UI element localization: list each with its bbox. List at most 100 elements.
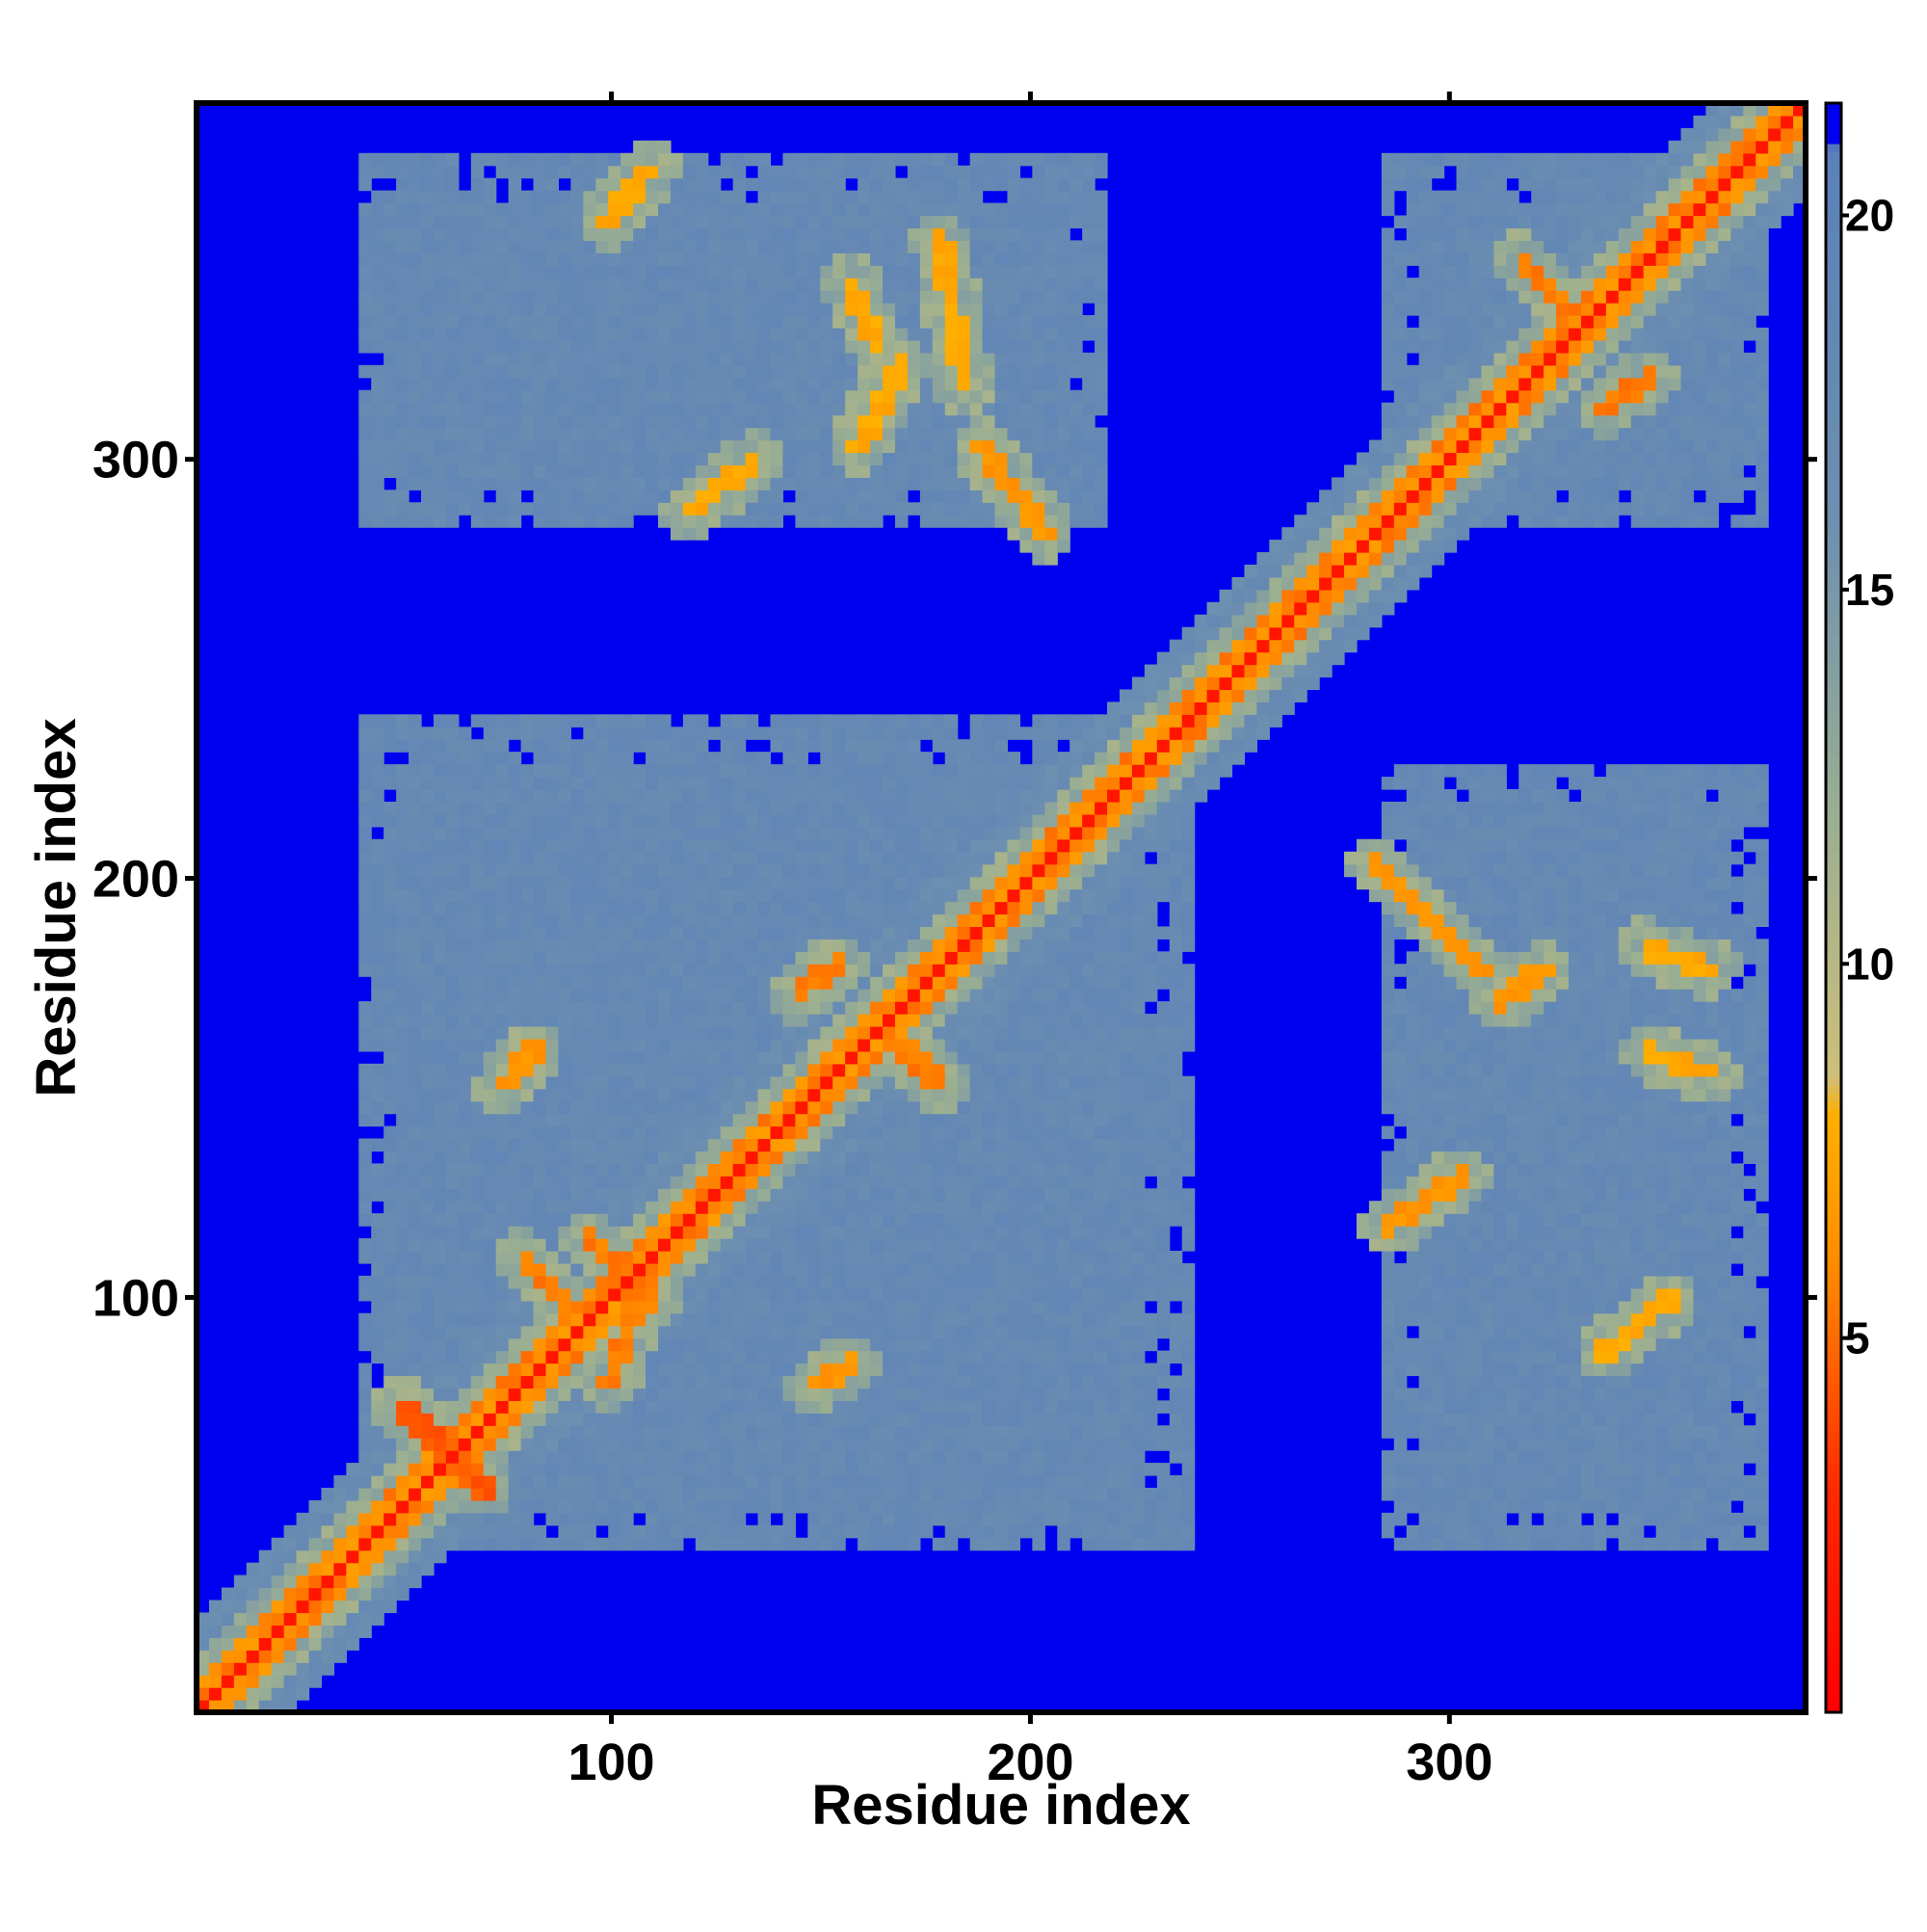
heatmap-cell — [757, 339, 772, 354]
heatmap-cell — [433, 964, 447, 977]
heatmap-cell — [732, 1499, 747, 1514]
heatmap-cell — [782, 1450, 796, 1464]
heatmap-cell — [308, 1562, 323, 1576]
heatmap-cell — [383, 1413, 397, 1426]
heatmap-cell — [870, 165, 884, 179]
heatmap-cell — [682, 464, 697, 478]
heatmap-cell — [807, 1337, 821, 1352]
heatmap-cell — [832, 339, 846, 354]
heatmap-cell — [445, 1038, 460, 1052]
heatmap-cell — [745, 888, 759, 903]
heatmap-cell — [782, 414, 796, 429]
heatmap-cell — [682, 1138, 697, 1152]
heatmap-cell — [371, 227, 384, 242]
heatmap-cell — [409, 1275, 422, 1289]
heatmap-cell — [957, 1226, 971, 1239]
heatmap-cell — [483, 1014, 497, 1027]
heatmap-cell — [682, 414, 697, 429]
heatmap-cell — [845, 515, 858, 528]
heatmap-cell — [396, 1350, 409, 1364]
heatmap-cell — [682, 439, 697, 454]
heatmap-cell — [894, 876, 909, 890]
heatmap-cell — [745, 789, 759, 803]
heatmap-cell — [957, 190, 971, 204]
heatmap-cell — [870, 515, 884, 528]
heatmap-cell — [820, 777, 833, 790]
heatmap-cell — [520, 1499, 535, 1514]
heatmap-cell — [470, 1475, 485, 1489]
heatmap-cell — [907, 1151, 921, 1164]
heatmap-cell — [495, 1499, 510, 1514]
heatmap-cell — [894, 1524, 909, 1539]
heatmap-cell — [907, 414, 921, 429]
heatmap-cell — [633, 414, 647, 429]
heatmap-cell — [520, 1050, 535, 1065]
heatmap-cell — [919, 764, 934, 778]
heatmap-cell — [470, 377, 485, 391]
heatmap-cell — [508, 165, 522, 179]
heatmap-cell — [957, 414, 971, 429]
heatmap-cell — [346, 1463, 359, 1476]
heatmap-cell — [832, 1014, 846, 1027]
heatmap-cell — [957, 1075, 971, 1090]
heatmap-cell — [545, 1388, 560, 1401]
heatmap-cell — [533, 202, 547, 217]
heatmap-cell — [483, 901, 497, 915]
heatmap-cell — [383, 165, 397, 179]
heatmap-cell — [595, 1312, 609, 1327]
heatmap-cell — [795, 1176, 808, 1189]
heatmap-cell — [495, 490, 510, 503]
heatmap-cell — [957, 1413, 971, 1426]
heatmap-cell — [558, 265, 571, 278]
heatmap-cell — [969, 1312, 984, 1327]
heatmap-cell — [595, 502, 609, 516]
heatmap-cell — [732, 190, 747, 204]
heatmap-cell — [445, 1400, 460, 1414]
heatmap-cell — [957, 1100, 971, 1115]
heatmap-cell — [533, 1075, 547, 1090]
heatmap-cell — [483, 1050, 497, 1065]
heatmap-cell — [470, 1014, 485, 1027]
heatmap-cell — [757, 265, 772, 278]
heatmap-cell — [545, 1375, 560, 1389]
heatmap-cell — [558, 714, 571, 728]
heatmap-cell — [782, 215, 796, 229]
heatmap-cell — [458, 328, 472, 341]
heatmap-cell — [483, 389, 497, 404]
heatmap-cell — [845, 1312, 858, 1327]
heatmap-cell — [695, 1413, 709, 1426]
heatmap-cell — [483, 190, 497, 204]
heatmap-cell — [321, 1499, 335, 1514]
heatmap-cell — [508, 190, 522, 204]
heatmap-cell — [894, 1088, 909, 1102]
heatmap-cell — [832, 1499, 846, 1514]
heatmap-cell — [445, 1176, 460, 1189]
heatmap-cell — [832, 1275, 846, 1289]
heatmap-cell — [832, 1337, 846, 1352]
heatmap-cell — [520, 364, 535, 379]
heatmap-cell — [608, 851, 621, 865]
heatmap-cell — [371, 202, 384, 217]
heatmap-cell — [832, 515, 846, 528]
heatmap-cell — [558, 414, 571, 429]
heatmap-cell — [346, 1537, 359, 1551]
heatmap-cell — [858, 789, 871, 803]
heatmap-cell — [732, 1463, 747, 1476]
heatmap-cell — [870, 876, 884, 890]
heatmap-cell — [470, 265, 485, 278]
heatmap-cell — [520, 913, 535, 928]
heatmap-cell — [421, 764, 435, 778]
heatmap-cell — [670, 1125, 684, 1140]
heatmap-cell — [495, 364, 510, 379]
heatmap-cell — [633, 764, 647, 778]
heatmap-cell — [458, 1363, 472, 1377]
heatmap-cell — [558, 352, 571, 366]
heatmap-cell — [894, 1262, 909, 1277]
heatmap-cell — [957, 739, 971, 753]
heatmap-cell — [932, 1050, 946, 1065]
heatmap-cell — [595, 315, 609, 329]
heatmap-cell — [932, 1487, 946, 1501]
heatmap-cell — [807, 252, 821, 266]
heatmap-cell — [608, 1475, 621, 1489]
heatmap-cell — [371, 1038, 384, 1052]
